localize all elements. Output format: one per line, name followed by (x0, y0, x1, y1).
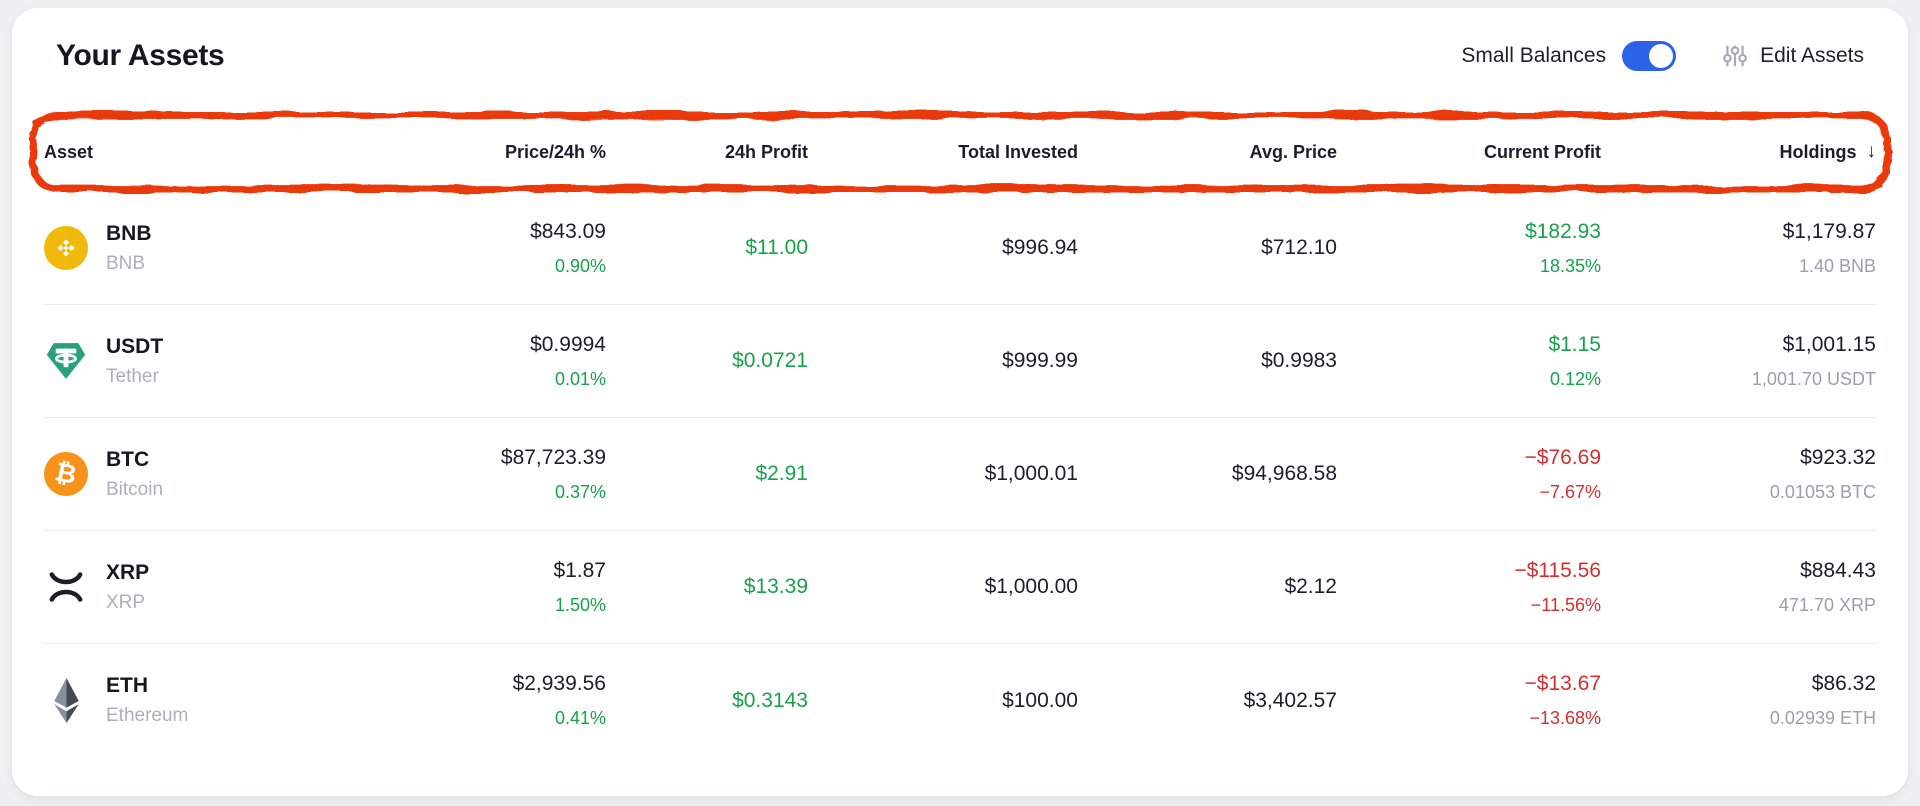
table-row[interactable]: ₿ BTC Bitcoin $87,723.39 0.37% $2.91 $1,… (44, 418, 1876, 531)
current-profit-value: $1.15 (1548, 332, 1601, 356)
price-value: $2,939.56 (512, 672, 606, 695)
sliders-icon (1723, 45, 1748, 67)
avg-price-value: $2.12 (1284, 575, 1337, 598)
asset-cell: ETH Ethereum (44, 644, 314, 757)
current-profit-value: −$76.69 (1524, 445, 1602, 469)
asset-name: Tether (106, 365, 159, 387)
asset-name: Bitcoin (106, 478, 164, 500)
asset-cell: USDT Tether (44, 305, 314, 417)
avg-price-value: $0.9983 (1261, 349, 1337, 372)
total-invested-value: $1,000.00 (984, 575, 1078, 598)
price-value: $0.9994 (530, 332, 606, 356)
sort-desc-icon: ↓ (1866, 141, 1877, 162)
holdings-value: $86.32 (1811, 672, 1876, 695)
table-row[interactable]: USDT Tether $0.9994 0.01% $0.0721 $999.9… (44, 305, 1876, 418)
profit-24h-value: $11.00 (745, 236, 808, 259)
avg-price-value: $3,402.57 (1243, 688, 1337, 712)
column-header-price[interactable]: Price/24h % (504, 141, 606, 162)
holdings-value: $1,179.87 (1782, 219, 1876, 243)
current-profit-pct: −11.56% (1530, 594, 1601, 615)
current-profit-value: −$115.56 (1514, 558, 1601, 582)
price-change-pct: 0.37% (554, 481, 606, 502)
total-invested-value: $100.00 (1002, 688, 1078, 712)
current-profit-pct: 18.35% (1539, 255, 1601, 276)
asset-cell: ₿ BTC Bitcoin (44, 418, 314, 530)
price-value: $1.87 (553, 558, 606, 582)
asset-name: Ethereum (106, 705, 189, 726)
asset-symbol: XRP (106, 560, 150, 584)
asset-symbol: BTC (106, 447, 150, 471)
page-title: Your Assets (56, 39, 225, 72)
toggle-knob (1649, 44, 1674, 68)
holdings-value: $1,001.15 (1782, 332, 1876, 356)
asset-symbol: ETH (106, 674, 148, 697)
asset-cell: XRP XRP (44, 531, 314, 643)
assets-table: Asset Price/24h % 24h Profit Total Inves… (12, 112, 1908, 757)
holdings-value: $923.32 (1800, 445, 1876, 469)
usdt-icon (44, 339, 88, 383)
btc-icon: ₿ (44, 452, 88, 496)
total-invested-value: $999.99 (1002, 349, 1078, 372)
column-header-asset[interactable]: Asset (44, 141, 94, 162)
column-header-avg-price[interactable]: Avg. Price (1249, 141, 1337, 162)
price-change-pct: 1.50% (554, 594, 606, 615)
profit-24h-value: $0.0721 (732, 349, 808, 372)
eth-icon (44, 678, 88, 723)
holdings-amount: 0.01053 BTC (1769, 481, 1876, 502)
price-change-pct: 0.90% (554, 255, 606, 276)
asset-symbol: USDT (106, 334, 164, 358)
current-profit-value: $182.93 (1525, 219, 1601, 243)
edit-assets-label: Edit Assets (1760, 44, 1864, 67)
table-body: BNB BNB $843.09 0.90% $11.00 $996.94 $71… (44, 192, 1876, 757)
profit-24h-value: $2.91 (755, 462, 808, 485)
total-invested-value: $996.94 (1002, 236, 1078, 259)
header-controls: Small Balances Edit Assets (1461, 41, 1864, 71)
current-profit-pct: −13.68% (1529, 708, 1601, 728)
current-profit-value: −$13.67 (1524, 672, 1602, 695)
xrp-icon (44, 565, 88, 609)
table-row[interactable]: BNB BNB $843.09 0.90% $11.00 $996.94 $71… (44, 192, 1876, 305)
asset-name: XRP (106, 591, 146, 613)
total-invested-value: $1,000.01 (984, 462, 1078, 485)
holdings-amount: 0.02939 ETH (1769, 708, 1876, 728)
avg-price-value: $712.10 (1261, 236, 1337, 259)
price-change-pct: 0.41% (554, 708, 606, 728)
column-header-total-invested[interactable]: Total Invested (958, 141, 1078, 162)
table-row[interactable]: XRP XRP $1.87 1.50% $13.39 $1,000.00 $2.… (44, 531, 1876, 644)
small-balances-toggle[interactable] (1622, 41, 1677, 71)
price-value: $87,723.39 (500, 445, 606, 469)
price-value: $843.09 (530, 219, 606, 243)
table-row[interactable]: ETH Ethereum $2,939.56 0.41% $0.3143 $10… (44, 644, 1876, 757)
holdings-amount: 1.40 BNB (1798, 255, 1876, 276)
avg-price-value: $94,968.58 (1231, 462, 1337, 485)
column-header-current-profit[interactable]: Current Profit (1484, 141, 1601, 162)
column-header-24h-profit[interactable]: 24h Profit (724, 141, 808, 162)
bnb-icon (44, 226, 88, 270)
column-header-holdings[interactable]: Holdings ↓ (1779, 141, 1877, 162)
asset-name: BNB (106, 252, 146, 274)
holdings-value: $884.43 (1800, 558, 1876, 582)
card-header: Your Assets Small Balances Edit Assets (12, 8, 1908, 78)
profit-24h-value: $0.3143 (732, 688, 808, 712)
profit-24h-value: $13.39 (743, 575, 808, 598)
price-change-pct: 0.01% (554, 368, 606, 389)
current-profit-pct: 0.12% (1549, 368, 1601, 389)
current-profit-pct: −7.67% (1539, 481, 1601, 502)
holdings-amount: 471.70 XRP (1778, 594, 1876, 615)
edit-assets-button[interactable]: Edit Assets (1722, 43, 1864, 69)
your-assets-card: Your Assets Small Balances Edit Assets (12, 8, 1908, 796)
holdings-amount: 1,001.70 USDT (1751, 368, 1876, 389)
asset-symbol: BNB (106, 221, 152, 245)
table-header-row: Asset Price/24h % 24h Profit Total Inves… (44, 112, 1876, 192)
small-balances-label: Small Balances (1461, 44, 1607, 67)
asset-cell: BNB BNB (44, 192, 314, 304)
